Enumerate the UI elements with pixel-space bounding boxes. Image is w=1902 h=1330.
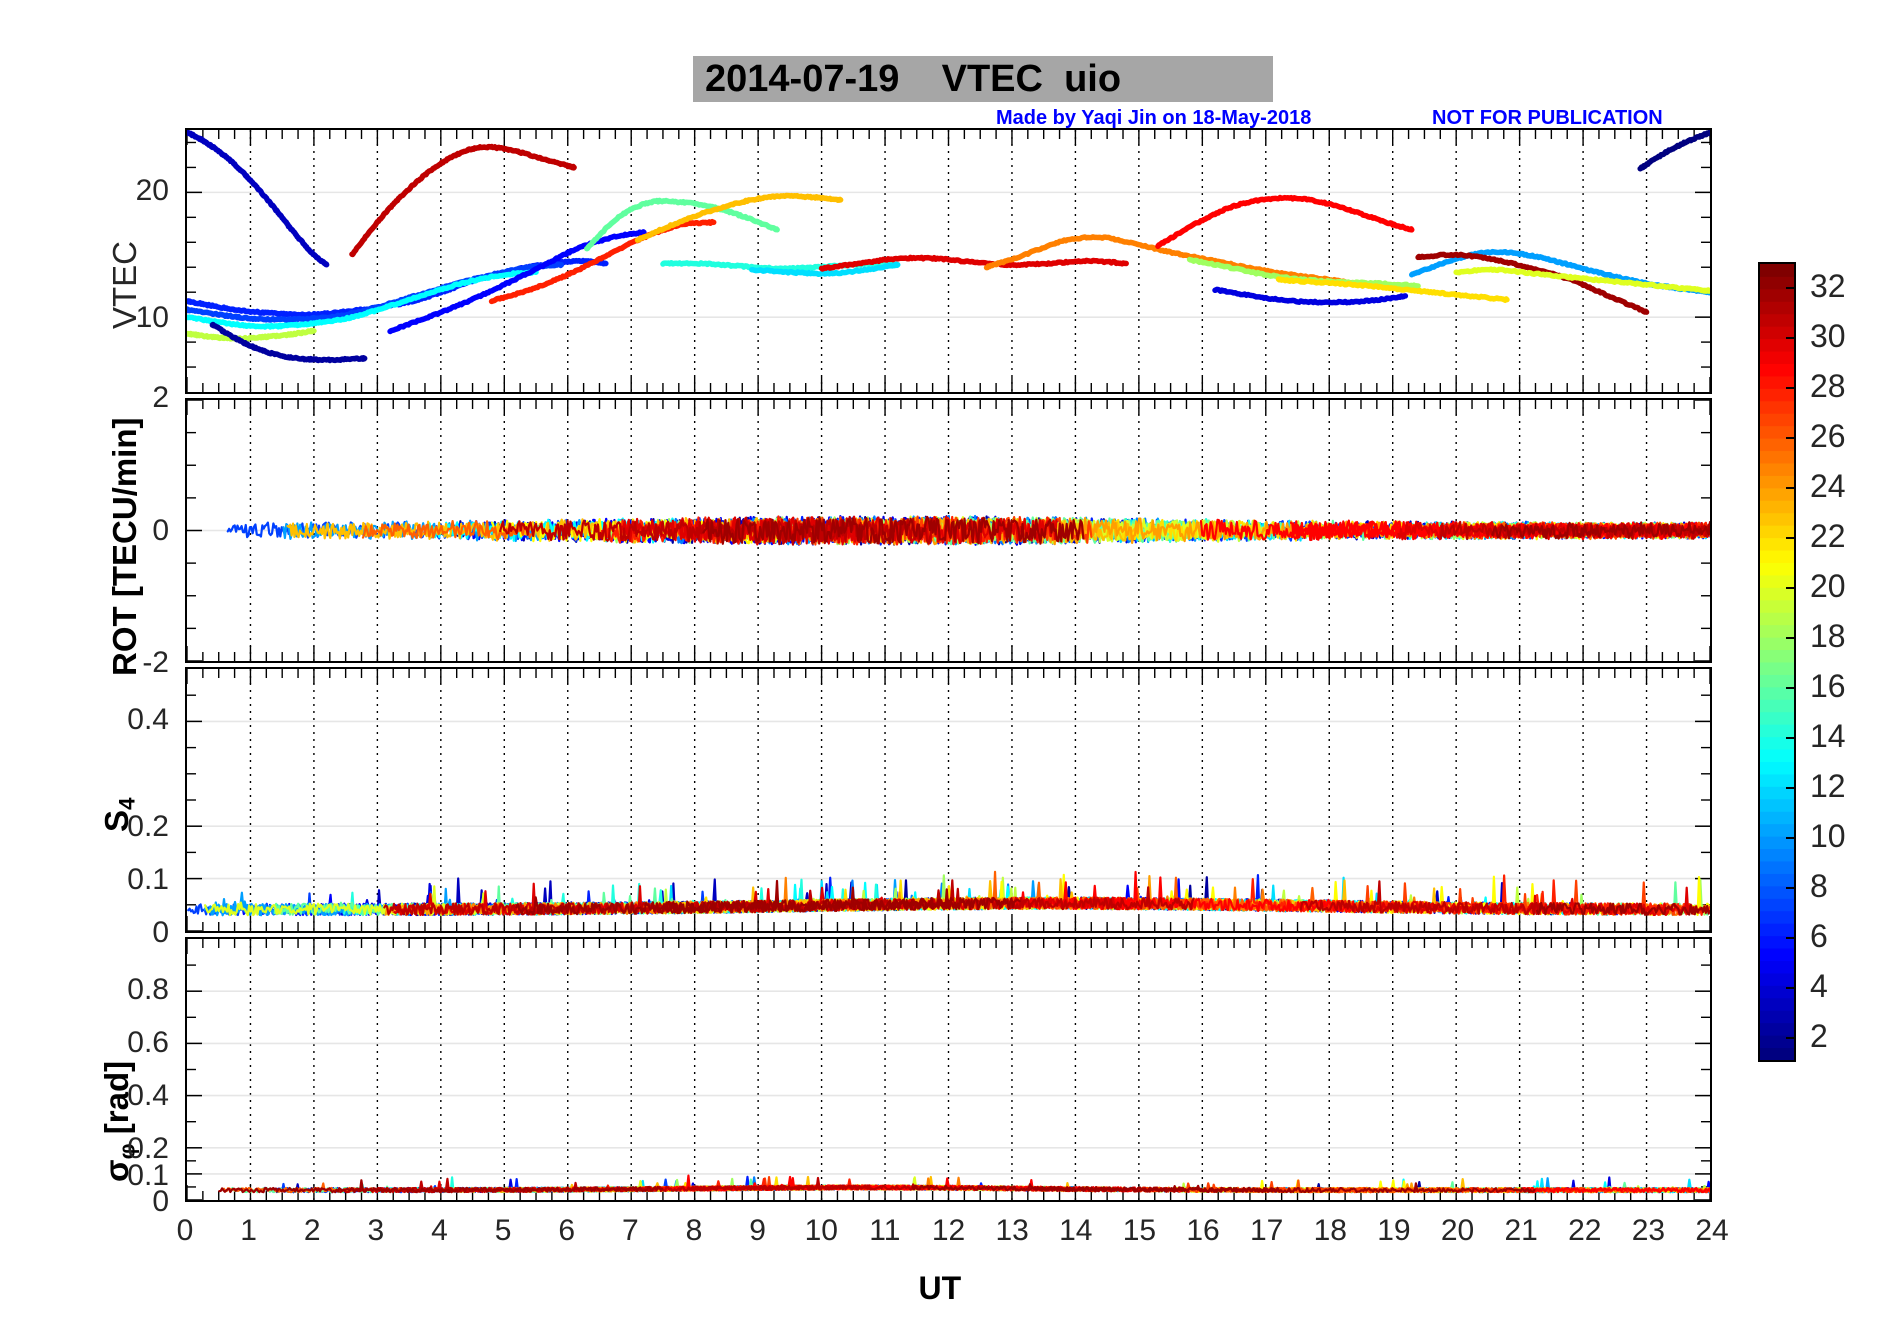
ytick-s4-02: 0.2: [127, 809, 169, 843]
ytick-sigmaphi-02: 0.2: [127, 1132, 169, 1165]
colorbar-tick-32: 32: [1810, 268, 1846, 304]
xtick-24: 24: [1695, 1214, 1729, 1247]
colorbar-tick-26: 26: [1810, 418, 1846, 454]
colorbar-tick-6: 6: [1810, 918, 1828, 954]
colorbar-tick-22: 22: [1810, 518, 1846, 554]
colorbar-prn: [1758, 262, 1796, 1062]
xtick-6: 6: [558, 1214, 576, 1247]
xtick-14: 14: [1059, 1214, 1093, 1247]
xtick-0: 0: [176, 1214, 194, 1247]
page-title: 2014-07-19 VTEC uio: [705, 58, 1122, 100]
panel-sigmaphi: [185, 937, 1712, 1202]
colorbar-tickmark-14: [1786, 737, 1795, 739]
xtick-7: 7: [622, 1214, 639, 1247]
colorbar-tick-20: 20: [1810, 568, 1846, 604]
colorbar-tickmark-28: [1786, 387, 1795, 389]
ytick-rot-0: 0: [152, 513, 169, 547]
xtick-17: 17: [1249, 1214, 1284, 1247]
xtick-15: 15: [1122, 1214, 1157, 1247]
colorbar-tickmark-16: [1786, 687, 1795, 689]
colorbar-tickmark-12: [1786, 787, 1795, 789]
xtick-8: 8: [685, 1214, 703, 1247]
ytick-sigmaphi-01: 0.1: [127, 1158, 169, 1192]
xtick-21: 21: [1504, 1214, 1538, 1247]
colorbar-tick-12: 12: [1810, 768, 1846, 804]
colorbar-tick-24: 24: [1810, 468, 1846, 504]
xtick-16: 16: [1186, 1214, 1220, 1247]
colorbar-tickmark-32: [1786, 287, 1795, 289]
ytick-vtec-10: 10: [135, 301, 169, 334]
xtick-19: 19: [1377, 1214, 1411, 1247]
colorbar-tickmark-22: [1786, 537, 1795, 539]
xtick-4: 4: [431, 1214, 448, 1247]
colorbar-tickmark-4: [1786, 987, 1795, 989]
panel-s4: [185, 667, 1712, 933]
panel-rot: [185, 398, 1712, 663]
ytick-rot-neg2: -2: [142, 646, 169, 679]
xlabel-ut: UT: [918, 1270, 962, 1306]
colorbar-tickmark-24: [1786, 487, 1795, 489]
xtick-12: 12: [931, 1214, 966, 1247]
ytick-sigmaphi-08: 0.8: [127, 973, 169, 1006]
ytick-rot-2: 2: [152, 381, 169, 414]
ytick-vtec-20: 20: [135, 174, 169, 208]
xtick-2: 2: [303, 1214, 321, 1247]
ytick-s4-04: 0.4: [127, 703, 169, 737]
colorbar-tick-10: 10: [1810, 818, 1846, 854]
xtick-10: 10: [804, 1214, 838, 1247]
ytick-s4-01: 0.1: [127, 862, 169, 896]
colorbar-tick-14: 14: [1810, 718, 1846, 754]
colorbar-tick-18: 18: [1810, 618, 1846, 654]
xtick-18: 18: [1313, 1214, 1347, 1247]
xtick-22: 22: [1568, 1214, 1602, 1247]
xtick-20: 20: [1440, 1214, 1475, 1247]
colorbar-tick-28: 28: [1810, 368, 1846, 404]
colorbar-tickmark-8: [1786, 887, 1795, 889]
colorbar-tickmark-10: [1786, 837, 1795, 839]
colorbar-tick-8: 8: [1810, 868, 1828, 904]
title-background: [693, 56, 1273, 102]
xtick-11: 11: [869, 1214, 901, 1247]
xtick-13: 13: [995, 1214, 1029, 1247]
ytick-sigmaphi-06: 0.6: [127, 1026, 169, 1059]
colorbar-tickmark-18: [1786, 637, 1795, 639]
colorbar-tickmark-2: [1786, 1037, 1795, 1039]
credit-annotation: Made by Yaqi Jin on 18-May-2018: [996, 107, 1312, 129]
xtick-9: 9: [749, 1214, 766, 1247]
colorbar-tick-30: 30: [1810, 318, 1846, 354]
colorbar-tickmark-26: [1786, 437, 1795, 439]
xtick-5: 5: [494, 1214, 512, 1247]
ytick-sigmaphi-04: 0.4: [127, 1079, 169, 1112]
xtick-3: 3: [367, 1214, 385, 1247]
xtick-23: 23: [1631, 1214, 1666, 1247]
colorbar-tick-4: 4: [1810, 968, 1828, 1004]
colorbar-tickmark-6: [1786, 937, 1795, 939]
ylabel-rot: ROT [TECU/min]: [106, 417, 143, 676]
disclaimer-annotation: NOT FOR PUBLICATION: [1432, 107, 1663, 129]
colorbar-tickmark-20: [1786, 587, 1795, 589]
panel-vtec: [185, 128, 1712, 394]
xtick-1: 1: [240, 1214, 257, 1247]
ytick-s4-0: 0: [152, 916, 169, 949]
colorbar-tick-2: 2: [1810, 1018, 1828, 1054]
colorbar-tick-16: 16: [1810, 668, 1846, 704]
ytick-sigmaphi-0: 0: [152, 1185, 169, 1218]
colorbar-tickmark-30: [1786, 337, 1795, 339]
